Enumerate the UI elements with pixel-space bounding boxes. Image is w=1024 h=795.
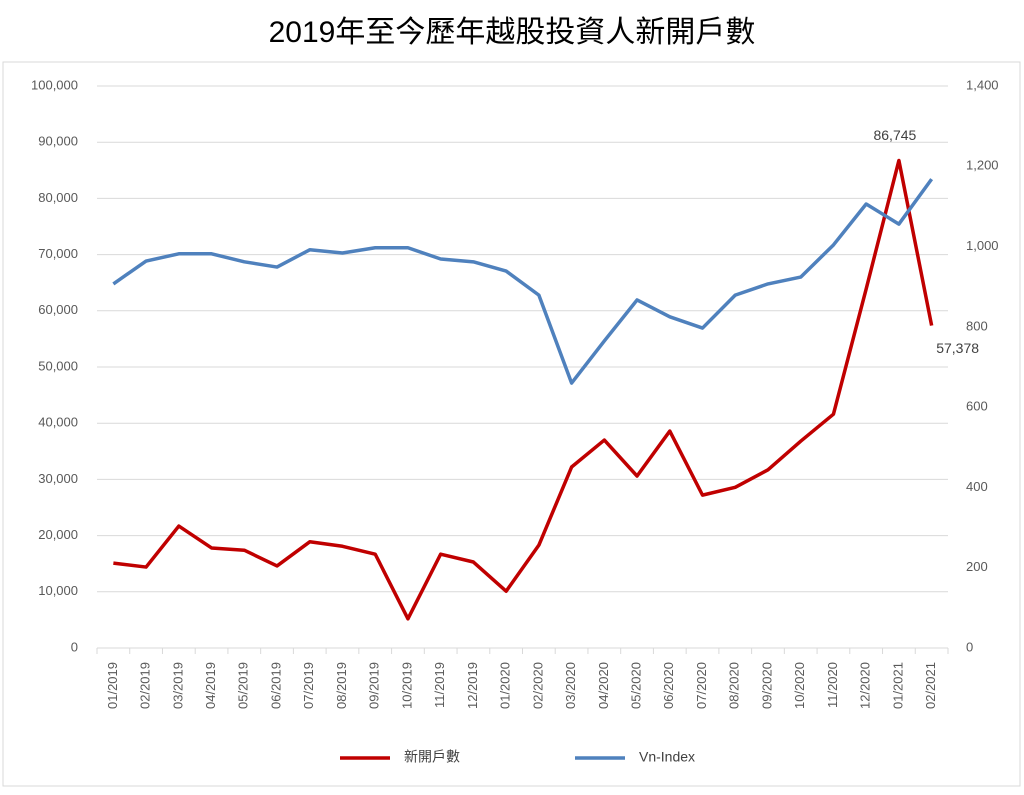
- x-tick-label: 01/2021: [890, 662, 905, 709]
- y-tick-label: 30,000: [38, 471, 78, 486]
- x-tick-label: 01/2019: [105, 662, 120, 709]
- x-tick-label: 10/2020: [792, 662, 807, 709]
- data-line: [112, 178, 934, 385]
- y-tick-label: 0: [71, 639, 78, 654]
- y2-tick-label: 200: [966, 559, 988, 574]
- y2-tick-label: 600: [966, 399, 988, 414]
- x-tick-label: 02/2019: [138, 662, 153, 709]
- data-label: 86,745: [873, 127, 916, 143]
- x-tick-label: 04/2019: [203, 662, 218, 709]
- x-tick-label: 12/2020: [858, 662, 873, 709]
- y-tick-label: 50,000: [38, 358, 78, 373]
- chart-border: [2, 61, 1021, 787]
- y2-tick-label: 400: [966, 479, 988, 494]
- y-tick-label: 20,000: [38, 527, 78, 542]
- x-tick-label: 05/2020: [628, 662, 643, 709]
- x-tick-label: 01/2020: [498, 662, 513, 709]
- x-tick-label: 08/2020: [727, 662, 742, 709]
- x-tick-label: 07/2020: [694, 662, 709, 709]
- y2-tick-label: 800: [966, 318, 988, 333]
- legend-label: Vn-Index: [639, 749, 695, 765]
- x-tick-label: 03/2020: [563, 662, 578, 709]
- x-tick-label: 04/2020: [596, 662, 611, 709]
- y-tick-label: 60,000: [38, 302, 78, 317]
- y2-tick-label: 1,200: [966, 158, 999, 173]
- legend-label: 新開戶數: [404, 749, 460, 765]
- x-tick-label: 09/2019: [367, 662, 382, 709]
- x-tick-label: 05/2019: [236, 662, 251, 709]
- x-tick-label: 11/2019: [432, 662, 447, 708]
- y-tick-label: 80,000: [38, 190, 78, 205]
- x-tick-label: 03/2019: [170, 662, 185, 709]
- x-tick-label: 06/2019: [268, 662, 283, 709]
- y-tick-label: 40,000: [38, 415, 78, 430]
- y2-tick-label: 1,400: [966, 77, 999, 92]
- chart-title: 2019年至今歷年越股投資人新開戶數: [269, 16, 756, 49]
- y-tick-label: 100,000: [31, 77, 78, 92]
- x-tick-label: 10/2019: [399, 662, 414, 709]
- x-tick-label: 06/2020: [661, 662, 676, 709]
- x-tick-label: 09/2020: [759, 662, 774, 709]
- x-tick-label: 02/2020: [530, 662, 545, 709]
- data-line: [113, 158, 934, 621]
- x-tick-label: 08/2019: [334, 662, 349, 709]
- y-tick-label: 90,000: [38, 134, 78, 149]
- y2-tick-label: 1,000: [966, 238, 999, 253]
- x-tick-label: 11/2020: [825, 662, 840, 708]
- y-tick-label: 70,000: [38, 246, 78, 261]
- x-tick-label: 12/2019: [465, 662, 480, 709]
- data-label: 57,378: [936, 340, 979, 356]
- y-tick-label: 10,000: [38, 583, 78, 598]
- x-tick-label: 07/2019: [301, 662, 316, 709]
- y2-tick-label: 0: [966, 639, 973, 654]
- x-tick-label: 02/2021: [923, 662, 938, 709]
